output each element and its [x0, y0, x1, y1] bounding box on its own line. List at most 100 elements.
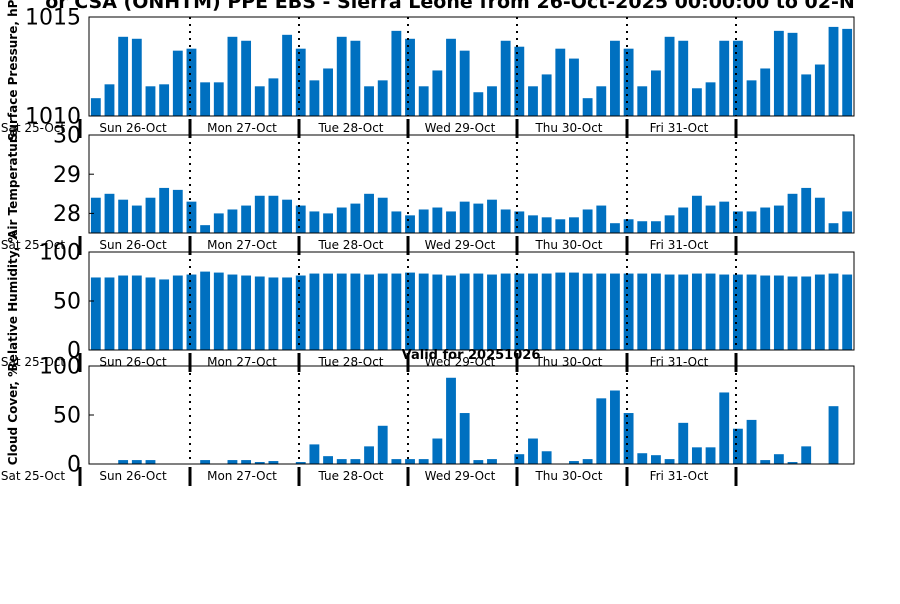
data-bar [719, 392, 730, 464]
data-bar [801, 74, 812, 116]
data-bar [623, 273, 634, 350]
data-bar [159, 187, 170, 233]
data-bar [418, 273, 429, 350]
data-bar [500, 209, 511, 233]
data-bar [678, 274, 689, 350]
data-bar [391, 30, 402, 116]
data-bar [691, 88, 702, 116]
data-bar [145, 277, 156, 350]
data-bar [500, 40, 511, 117]
data-bar [364, 274, 374, 350]
data-bar [623, 413, 634, 464]
data-bar [541, 273, 552, 350]
data-bar [104, 193, 115, 233]
data-bar [131, 38, 142, 116]
data-bar [172, 275, 183, 350]
data-bar [651, 273, 661, 350]
data-bar [364, 86, 374, 116]
data-bar [254, 195, 265, 233]
data-bar [500, 273, 511, 350]
data-bar [760, 460, 771, 464]
data-bar [418, 459, 429, 464]
data-bar [664, 274, 675, 350]
data-bar [760, 68, 771, 116]
data-bar [323, 273, 333, 350]
data-bar [473, 273, 484, 350]
data-bar [664, 459, 675, 464]
data-bar [732, 274, 743, 350]
data-bar [555, 48, 566, 116]
data-bar [131, 275, 142, 350]
data-bar [473, 203, 484, 233]
y-axis-label: Surface Pressure, hPa [6, 0, 20, 141]
x-day-label: Sun 26-Oct [99, 121, 167, 135]
data-bar [254, 86, 265, 116]
y-tick-label: 30 [53, 124, 81, 149]
data-bar [254, 462, 265, 464]
data-bar [596, 273, 607, 350]
x-day-label: Sat 25-Oct [1, 121, 65, 135]
x-day-label: Tue 28-Oct [318, 121, 384, 135]
data-bar [487, 459, 497, 464]
x-day-label: Tue 28-Oct [318, 238, 384, 252]
data-bar [842, 211, 853, 233]
data-bar [801, 187, 812, 233]
data-bar [159, 84, 170, 116]
data-bar [145, 86, 156, 116]
data-bar [719, 40, 730, 117]
y-tick-label: 29 [53, 163, 81, 188]
x-day-label: Thu 30-Oct [534, 121, 602, 135]
data-bar [828, 406, 839, 464]
data-bar [104, 84, 115, 116]
data-bar [623, 219, 634, 233]
data-bar [637, 273, 648, 350]
data-bar [569, 272, 579, 350]
data-bar [787, 193, 798, 233]
data-bar [309, 273, 320, 350]
data-bar [541, 451, 552, 464]
data-bar [678, 207, 689, 233]
y-tick-label: 1010 [25, 105, 81, 130]
data-bar [528, 86, 538, 116]
data-bar [473, 92, 484, 116]
y-tick-label: 0 [67, 453, 81, 478]
data-bar [432, 438, 443, 464]
data-bar [664, 215, 675, 233]
data-bar [241, 40, 252, 117]
data-bar [828, 273, 839, 350]
data-bar [555, 272, 566, 350]
x-day-label: Fri 31-Oct [650, 355, 709, 369]
data-bar [364, 193, 374, 233]
data-bar [227, 274, 238, 350]
data-bar [760, 207, 771, 233]
plot-frame [88, 16, 855, 117]
data-bar [295, 205, 306, 233]
data-bar [241, 275, 252, 350]
x-day-label: Fri 31-Oct [650, 469, 709, 483]
data-bar [760, 275, 771, 350]
data-bar [268, 461, 279, 464]
y-axis-label: Relative Humidity, % [6, 231, 20, 372]
data-bar [582, 209, 593, 233]
y-tick-label: 100 [39, 355, 81, 380]
x-day-label: Sat 25-Oct [1, 238, 65, 252]
data-bar [732, 40, 743, 117]
data-bar [200, 271, 211, 350]
data-bar [842, 274, 853, 350]
data-bar [569, 461, 579, 464]
chart-title: or CSA (ONHTM) PPE EBS - Sierra Leone fr… [45, 0, 855, 13]
data-bar [705, 82, 716, 116]
y-axis-label: Cloud Cover, % [6, 365, 20, 465]
x-day-label: Sat 25-Oct [1, 355, 65, 369]
data-bar [145, 460, 156, 464]
data-bar [746, 274, 757, 350]
data-bar [746, 419, 757, 464]
data-bar [569, 217, 579, 233]
data-bar [814, 274, 825, 350]
data-bar [418, 86, 429, 116]
data-bar [118, 460, 129, 464]
data-bar [514, 273, 525, 350]
data-bar [227, 209, 238, 233]
